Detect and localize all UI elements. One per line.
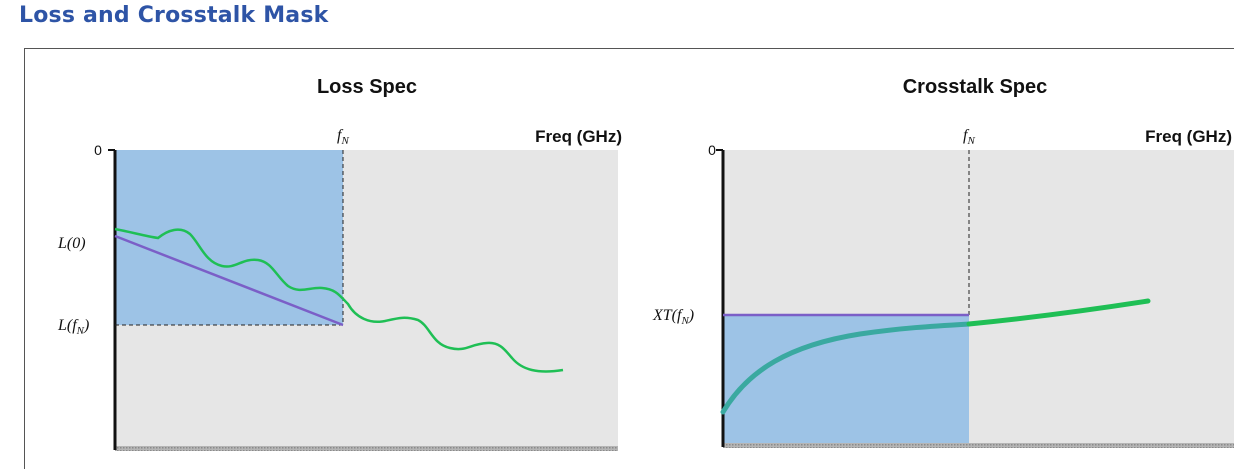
- crosstalk-freq-axis-label: Freq (GHz): [1145, 127, 1232, 146]
- crosstalk-zero-label: 0: [708, 142, 716, 158]
- crosstalk-measured-curve-beyond-fn: [966, 298, 1151, 327]
- loss-zero-label: 0: [94, 142, 102, 158]
- crosstalk-xt-label: XT(fN): [652, 307, 694, 327]
- loss-freq-axis-label: Freq (GHz): [535, 127, 622, 146]
- loss-lfn-label: L(fN): [57, 317, 89, 337]
- mask-diagram: Loss Spec Freq (GHz) 0 fN L(0) L(fN) Cro…: [57, 76, 1234, 451]
- loss-spec-title: Loss Spec: [317, 76, 417, 98]
- loss-x-axis-hatch: [115, 446, 618, 451]
- crosstalk-spec-panel: Crosstalk Spec Freq (GHz) 0 fN XT(fN): [652, 76, 1234, 448]
- loss-fn-label: fN: [337, 127, 349, 147]
- figure-frame: [24, 48, 1234, 469]
- page-title: Loss and Crosstalk Mask: [19, 3, 329, 28]
- crosstalk-x-axis-hatch: [723, 443, 1234, 448]
- crosstalk-spec-title: Crosstalk Spec: [903, 76, 1048, 98]
- loss-l0-label: L(0): [57, 235, 86, 252]
- loss-limit-line: [114, 234, 344, 327]
- crosstalk-measured-curve-in-mask: [720, 321, 972, 415]
- crosstalk-fn-label: fN: [963, 127, 975, 147]
- loss-measured-curve: [114, 227, 564, 373]
- loss-spec-panel: Loss Spec Freq (GHz) 0 fN L(0) L(fN): [57, 76, 622, 451]
